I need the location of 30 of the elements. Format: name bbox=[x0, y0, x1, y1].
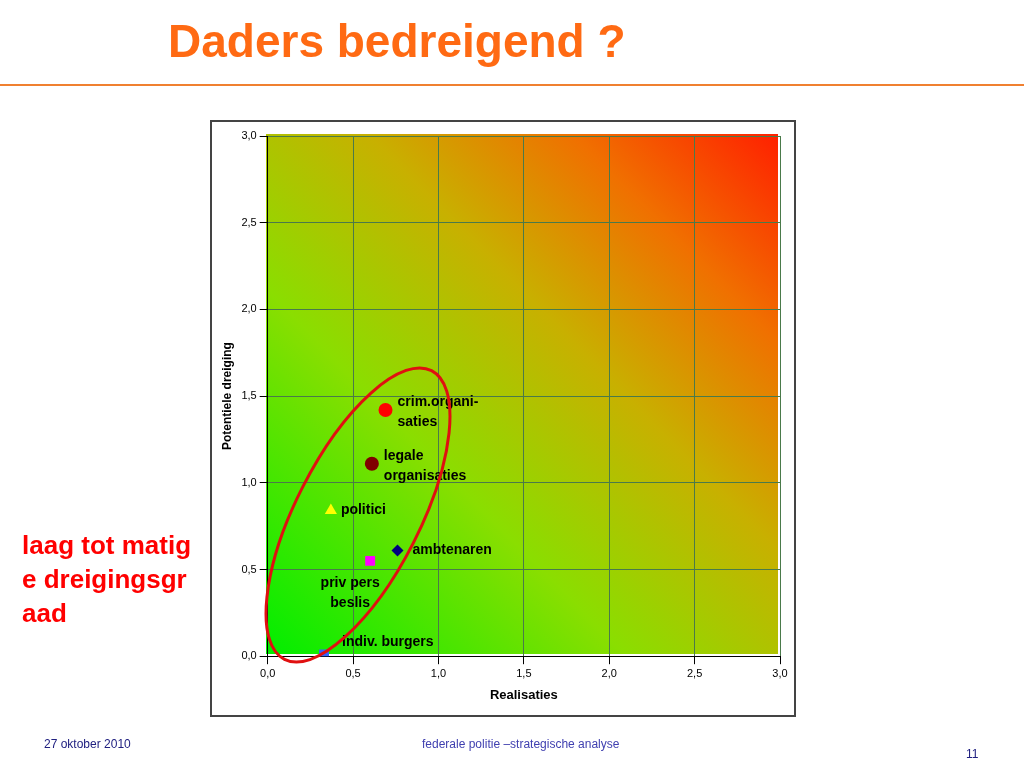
point bbox=[391, 544, 404, 557]
y-axis-title: Potentiele dreiging bbox=[219, 342, 234, 451]
series-label: indiv. burgers bbox=[342, 633, 434, 650]
y-tick-label: 2,0 bbox=[241, 302, 257, 315]
x-tick-label: 1,5 bbox=[516, 666, 532, 679]
series-label: politici bbox=[340, 501, 386, 518]
series-label: priv pers beslis bbox=[320, 573, 380, 610]
x-tick-label: 3,0 bbox=[772, 666, 788, 679]
point bbox=[378, 402, 393, 417]
y-tick-label: 2,5 bbox=[241, 215, 257, 228]
y-tick-label: 1,5 bbox=[241, 389, 257, 402]
point bbox=[365, 555, 376, 566]
series-label: ambtenaren bbox=[412, 541, 492, 558]
y-tick-label: 0,0 bbox=[241, 649, 257, 662]
x-tick-label: 1,0 bbox=[430, 666, 447, 679]
x-axis-title: Realisaties bbox=[489, 686, 558, 702]
text: federale politie –strategische analyse bbox=[422, 737, 620, 751]
x-tick-label: 0,0 bbox=[260, 666, 276, 679]
point bbox=[324, 503, 337, 515]
x-tick-label: 0,5 bbox=[345, 666, 361, 679]
y-tick-label: 1,0 bbox=[241, 475, 257, 488]
y-tick-label: 3,0 bbox=[241, 129, 257, 142]
point bbox=[364, 456, 379, 471]
y-tick-label: 0,5 bbox=[241, 562, 257, 575]
text: laag tot matige dreigingsgraad bbox=[22, 529, 192, 630]
x-tick-label: 2,0 bbox=[601, 666, 617, 679]
x-tick-label: 2,5 bbox=[686, 666, 703, 679]
chart-title: Daders bedreigend ? bbox=[168, 14, 626, 68]
text: 27 oktober 2010 bbox=[44, 737, 131, 751]
text: 11 bbox=[966, 747, 979, 761]
